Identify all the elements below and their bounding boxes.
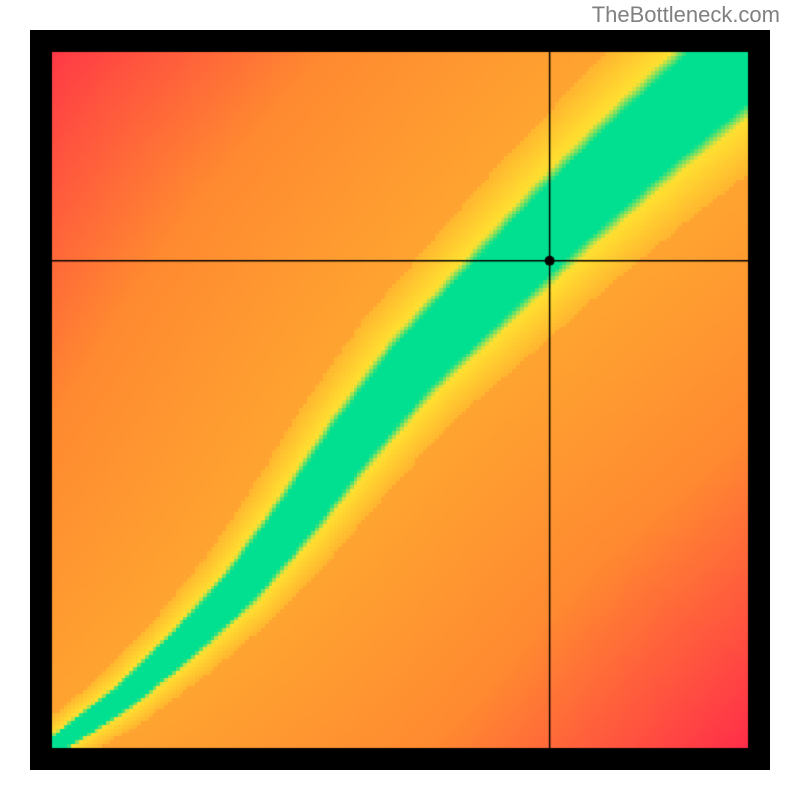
chart-container: TheBottleneck.com [0, 0, 800, 800]
watermark-text: TheBottleneck.com [592, 2, 780, 28]
heatmap-canvas [30, 30, 770, 770]
plot-area [30, 30, 770, 770]
